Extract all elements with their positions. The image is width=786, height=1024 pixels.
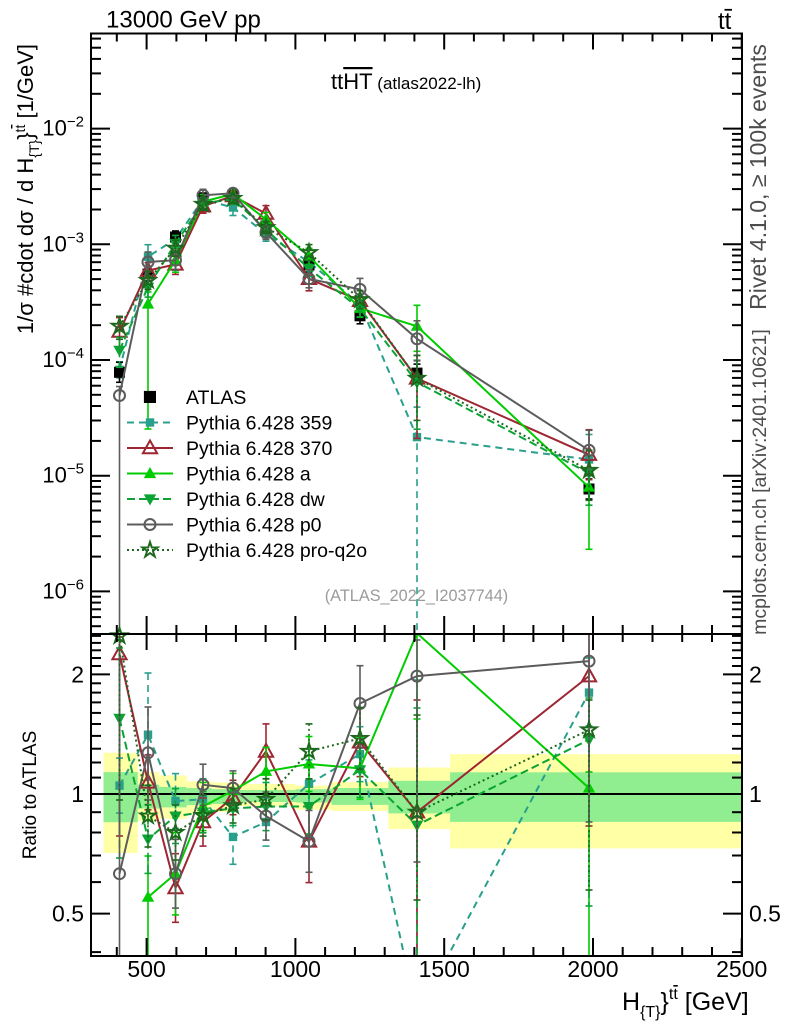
svg-text:Pythia 6.428 359: Pythia 6.428 359 bbox=[186, 413, 332, 435]
svg-text:1: 1 bbox=[71, 781, 84, 807]
svg-text:0.5: 0.5 bbox=[52, 901, 84, 927]
svg-text:Pythia 6.428 a: Pythia 6.428 a bbox=[186, 464, 311, 486]
svg-text:10−5: 10−5 bbox=[42, 461, 84, 488]
svg-text:ttHT (atlas2022-lh): ttHT (atlas2022-lh) bbox=[331, 69, 481, 94]
svg-text:500: 500 bbox=[127, 956, 165, 982]
svg-text:13000 GeV pp: 13000 GeV pp bbox=[106, 7, 261, 34]
svg-text:Pythia 6.428 dw: Pythia 6.428 dw bbox=[186, 489, 326, 511]
svg-text:(ATLAS_2022_I2037744): (ATLAS_2022_I2037744) bbox=[325, 587, 508, 605]
svg-text:Rivet 4.1.0, ≥ 100k events: Rivet 4.1.0, ≥ 100k events bbox=[745, 44, 771, 310]
svg-text:1500: 1500 bbox=[419, 956, 470, 982]
svg-text:Pythia 6.428 p0: Pythia 6.428 p0 bbox=[186, 515, 322, 537]
svg-text:2500: 2500 bbox=[716, 956, 767, 982]
svg-text:1: 1 bbox=[749, 781, 762, 807]
svg-text:2000: 2000 bbox=[567, 956, 618, 982]
svg-text:Pythia 6.428 370: Pythia 6.428 370 bbox=[186, 438, 333, 460]
svg-text:1/σ #cdot dσ / d H{T}}tt [1/Ge: 1/σ #cdot dσ / d H{T}}tt [1/GeV] bbox=[12, 44, 42, 334]
svg-text:0.5: 0.5 bbox=[749, 901, 781, 927]
svg-text:mcplots.cern.ch [arXiv:2401.10: mcplots.cern.ch [arXiv:2401.10621] bbox=[749, 329, 771, 635]
svg-text:1000: 1000 bbox=[270, 956, 321, 982]
svg-text:tt: tt bbox=[718, 8, 732, 35]
svg-text:Ratio to ATLAS: Ratio to ATLAS bbox=[20, 731, 41, 860]
svg-text:Pythia 6.428 pro-q2o: Pythia 6.428 pro-q2o bbox=[186, 540, 367, 562]
svg-text:ATLAS: ATLAS bbox=[186, 387, 246, 409]
svg-text:2: 2 bbox=[71, 661, 84, 687]
svg-text:2: 2 bbox=[749, 661, 762, 687]
